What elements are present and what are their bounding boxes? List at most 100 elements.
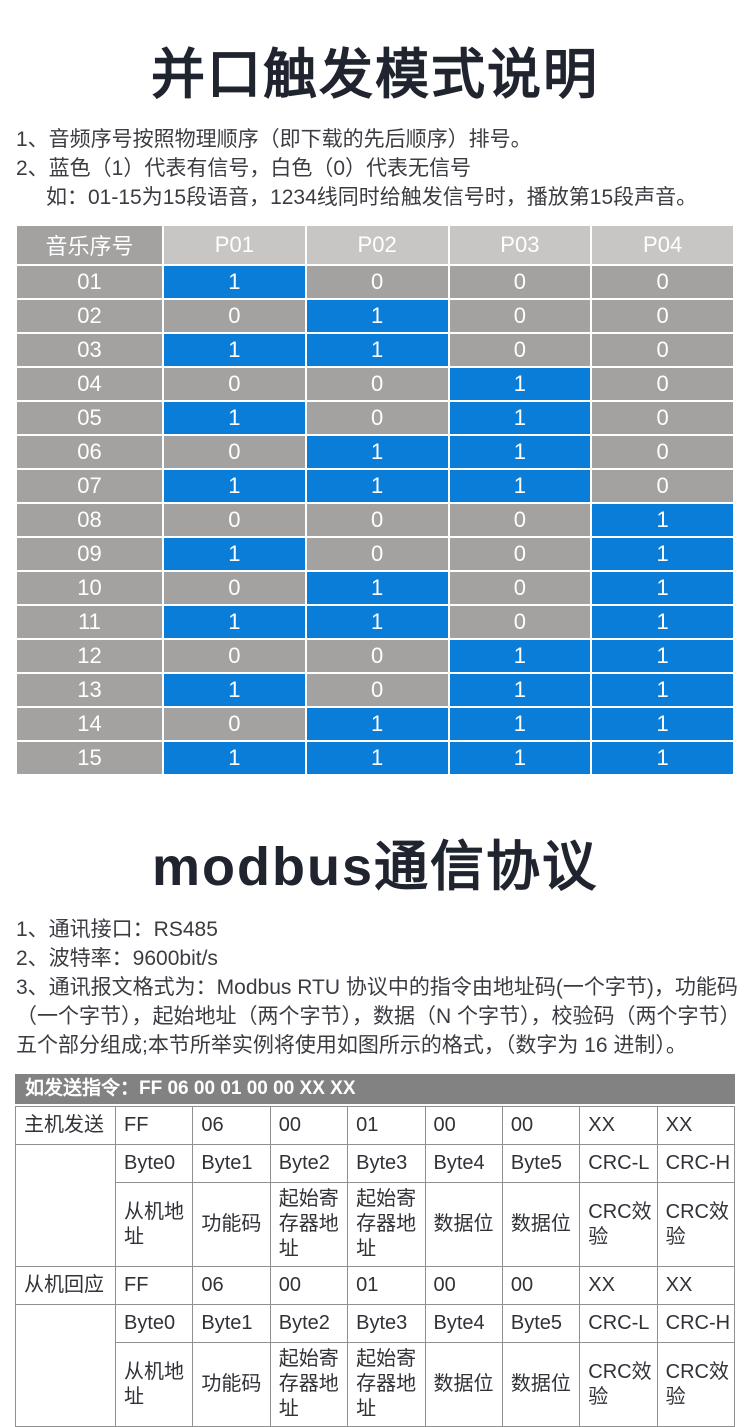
byte-name-cell: Byte2 (269, 1144, 349, 1183)
signal-on-cell: 1 (449, 674, 591, 706)
signal-on-cell: 1 (306, 606, 448, 638)
signal-on-cell: 1 (592, 640, 733, 672)
hex-value-cell: 00 (424, 1106, 503, 1145)
signal-off-cell: 0 (449, 504, 591, 536)
signal-off-cell: 0 (449, 266, 591, 298)
row-seq-label: 13 (17, 674, 162, 706)
signal-off-cell: 0 (449, 606, 591, 638)
note-line-5: 五个部分组成;本节所举实例将使用如图所示的格式，（数字为 16 进制）。 (16, 1034, 687, 1057)
byte-name-cell: Byte1 (192, 1144, 271, 1183)
trigger-table-body: 01 1 0 0 0 02 0 1 0 0 03 1 1 0 0 04 0 0 1 0 05 1 0 1 0 06 0 1 1 0 07 1 1… (17, 266, 733, 774)
table-row: 05 1 0 1 0 (17, 402, 733, 434)
column-header-seq: 音乐序号 (17, 226, 162, 264)
byte-desc-cell: 功能码 (192, 1182, 271, 1267)
hex-value-cell: FF (114, 1106, 194, 1145)
byte-name-cell: Byte0 (114, 1144, 194, 1183)
byte-name-cell: CRC-H (656, 1304, 736, 1343)
signal-off-cell: 0 (306, 538, 448, 570)
byte-desc-cell: CRC效验 (656, 1342, 736, 1427)
signal-off-cell: 0 (306, 640, 448, 672)
signal-on-cell: 1 (592, 708, 733, 740)
signal-on-cell: 1 (592, 742, 733, 774)
signal-on-cell: 1 (449, 742, 591, 774)
byte-name-cell: Byte4 (424, 1144, 503, 1183)
table-row: 11 1 1 0 1 (17, 606, 733, 638)
byte-name-cell: Byte3 (347, 1144, 426, 1183)
hex-value-cell: 00 (269, 1106, 349, 1145)
hex-value-cell: 00 (501, 1106, 581, 1145)
header-row: 音乐序号 P01 P02 P03 P04 (17, 226, 733, 264)
table-row: 15 1 1 1 1 (17, 742, 733, 774)
signal-off-cell: 0 (592, 266, 733, 298)
row-seq-label: 15 (17, 742, 162, 774)
signal-on-cell: 1 (164, 538, 305, 570)
byte-desc-cell: 起始寄存器地址 (269, 1342, 349, 1427)
signal-on-cell: 1 (306, 708, 448, 740)
row-seq-label: 11 (17, 606, 162, 638)
signal-off-cell: 0 (592, 402, 733, 434)
table-row: 从机地址 功能码 起始寄存器地址 起始寄存器地址 数据位 数据位 CRC效验 CRC效验 (16, 1182, 736, 1267)
note-line-2: 2、波特率：9600bit/s (16, 947, 218, 970)
byte-desc-cell: 数据位 (501, 1342, 581, 1427)
table-row: 08 0 0 0 1 (17, 504, 733, 536)
section-label: 主机发送 (15, 1106, 116, 1145)
signal-off-cell: 0 (449, 334, 591, 366)
note-line-3: 如：01-15为15段语音，1234线同时给触发信号时，播放第15段声音。 (46, 186, 698, 209)
table-row: 02 0 1 0 0 (17, 300, 733, 332)
table-row: 从机地址 功能码 起始寄存器地址 起始寄存器地址 数据位 数据位 CRC效验 CRC效验 (16, 1342, 736, 1427)
table-row: 10 0 1 0 1 (17, 572, 733, 604)
table-row: 03 1 1 0 0 (17, 334, 733, 366)
signal-on-cell: 1 (592, 504, 733, 536)
hex-value-cell: 00 (269, 1266, 349, 1305)
table-row: 12 0 0 1 1 (17, 640, 733, 672)
table-row: 主机发送 FF 06 00 01 00 00 XX XX (15, 1106, 736, 1145)
modbus-table-body: 主机发送 FF 06 00 01 00 00 XX XX Byte0 Byte1 Byte2 Byte3… (15, 1106, 736, 1427)
signal-on-cell: 1 (164, 606, 305, 638)
row-seq-label: 01 (17, 266, 162, 298)
row-seq-label: 05 (17, 402, 162, 434)
signal-on-cell: 1 (164, 334, 305, 366)
table-row: Byte0 Byte1 Byte2 Byte3 Byte4 Byte5 CRC-L CRC-H (15, 1304, 736, 1427)
signal-off-cell: 0 (306, 504, 448, 536)
byte-name-cell: Byte1 (192, 1304, 271, 1343)
byte-desc-cell: 功能码 (192, 1342, 271, 1427)
note-line-4: （一个字节），起始地址（两个字节），数据（N 个字节），校验码（两个字节） (16, 1005, 741, 1028)
trigger-table-header: 音乐序号 P01 P02 P03 P04 (17, 226, 733, 264)
row-seq-label: 02 (17, 300, 162, 332)
signal-on-cell: 1 (449, 368, 591, 400)
signal-off-cell: 0 (164, 504, 305, 536)
byte-name-cell: CRC-L (579, 1304, 658, 1343)
signal-on-cell: 1 (306, 572, 448, 604)
section-label: 从机回应 (15, 1266, 116, 1305)
hex-value-cell: XX (656, 1106, 736, 1145)
signal-on-cell: 1 (449, 640, 591, 672)
note-line-3: 3、通讯报文格式为：Modbus RTU 协议中的指令由地址码(一个字节)，功能… (16, 976, 738, 999)
hex-value-cell: XX (579, 1266, 658, 1305)
signal-on-cell: 1 (306, 334, 448, 366)
table-row: 从机回应 FF 06 00 01 00 00 XX XX (15, 1266, 736, 1305)
hex-value-cell: XX (656, 1266, 736, 1305)
byte-name-cell: Byte2 (269, 1304, 349, 1343)
row-seq-label: 07 (17, 470, 162, 502)
signal-on-cell: 1 (592, 538, 733, 570)
signal-off-cell: 0 (306, 402, 448, 434)
column-header-p02: P02 (306, 226, 448, 264)
signal-off-cell: 0 (592, 470, 733, 502)
signal-off-cell: 0 (449, 538, 591, 570)
column-header-p03: P03 (449, 226, 591, 264)
signal-on-cell: 1 (164, 674, 305, 706)
row-seq-label: 06 (17, 436, 162, 468)
byte-desc-cell: 数据位 (501, 1182, 581, 1267)
byte-desc-cell: 数据位 (424, 1342, 503, 1427)
byte-name-cell: CRC-H (656, 1144, 736, 1183)
byte-name-cell: Byte0 (114, 1304, 194, 1343)
byte-desc-cell: 起始寄存器地址 (269, 1182, 349, 1267)
signal-on-cell: 1 (306, 300, 448, 332)
page-title-modbus: modbus通信协议 (152, 837, 598, 897)
signal-on-cell: 1 (306, 436, 448, 468)
column-header-p04: P04 (592, 226, 733, 264)
hex-value-cell: 06 (192, 1266, 271, 1305)
note-line-1: 1、通讯接口：RS485 (16, 918, 218, 941)
signal-off-cell: 0 (592, 368, 733, 400)
section-label-spacer (15, 1304, 116, 1427)
